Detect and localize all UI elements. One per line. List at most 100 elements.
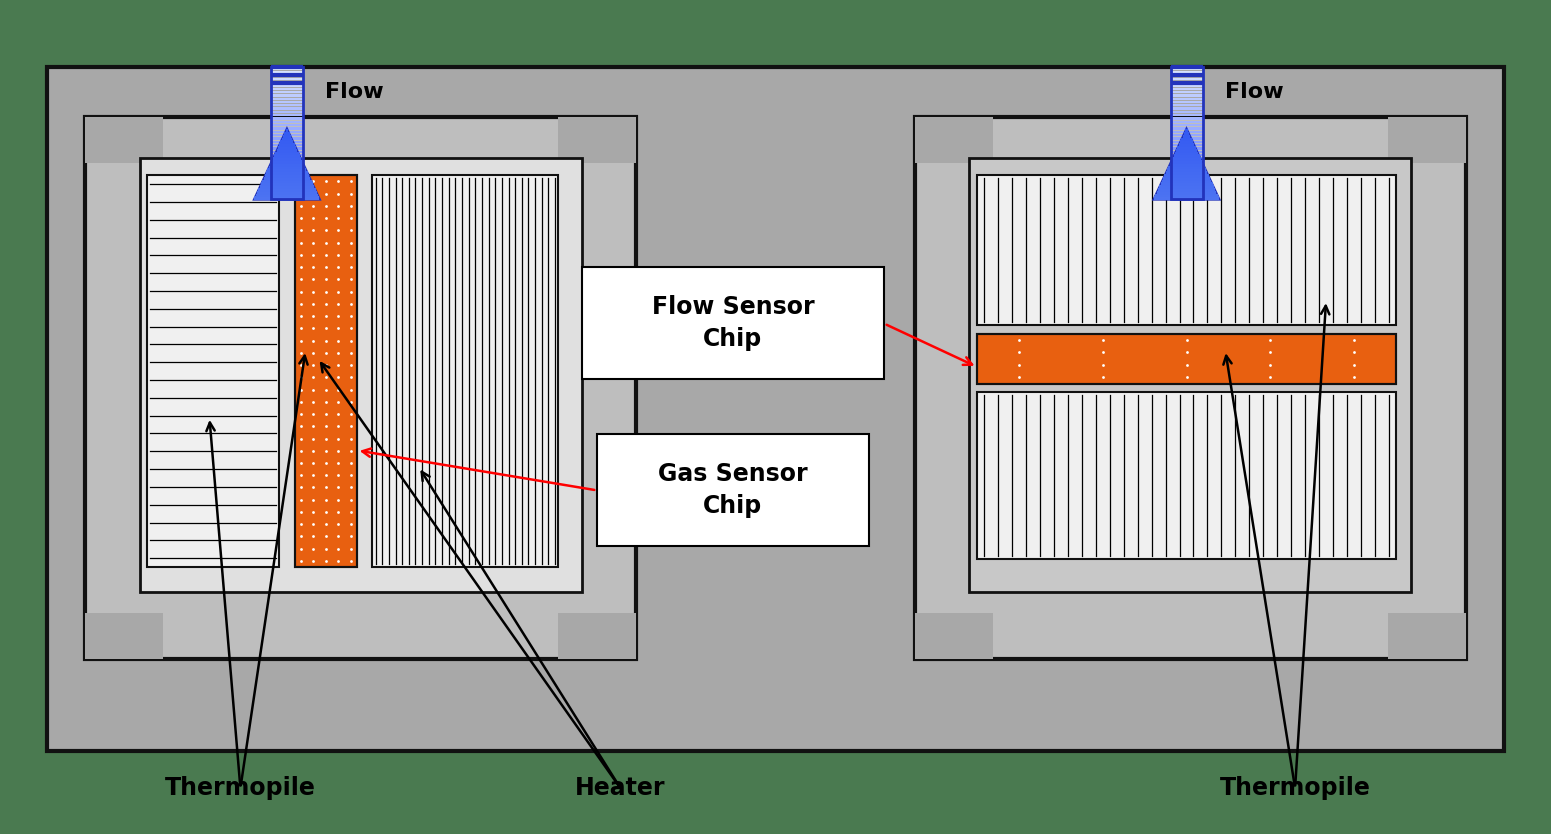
Bar bbox=[1159, 185, 1214, 189]
Bar bbox=[271, 154, 302, 156]
Bar bbox=[276, 149, 298, 153]
Bar bbox=[1162, 179, 1211, 183]
Bar bbox=[1169, 163, 1204, 167]
Bar bbox=[279, 143, 295, 147]
Text: Thermopile: Thermopile bbox=[1219, 776, 1371, 800]
Bar bbox=[1171, 138, 1202, 139]
Bar bbox=[1171, 84, 1202, 87]
Bar bbox=[271, 114, 302, 117]
Bar bbox=[282, 138, 292, 142]
Bar bbox=[1179, 143, 1194, 147]
Bar bbox=[271, 94, 302, 97]
Bar bbox=[265, 174, 309, 178]
Text: Thermopile: Thermopile bbox=[164, 776, 316, 800]
Bar bbox=[1155, 193, 1218, 198]
Bar bbox=[1182, 138, 1191, 142]
Bar bbox=[271, 180, 302, 183]
Bar bbox=[1171, 167, 1202, 169]
Bar bbox=[1171, 128, 1202, 129]
Bar bbox=[271, 121, 302, 123]
Bar bbox=[582, 267, 884, 379]
Bar bbox=[271, 141, 302, 143]
Bar bbox=[1171, 134, 1202, 136]
Bar bbox=[1163, 177, 1210, 181]
Bar bbox=[1182, 135, 1191, 138]
Bar bbox=[259, 188, 315, 192]
Bar bbox=[1166, 168, 1207, 173]
Bar bbox=[295, 175, 357, 567]
Bar bbox=[271, 74, 302, 77]
Bar bbox=[257, 191, 316, 194]
Bar bbox=[1177, 146, 1196, 150]
Bar bbox=[915, 117, 993, 163]
Bar bbox=[1171, 187, 1202, 189]
Bar bbox=[271, 138, 302, 139]
Bar bbox=[271, 170, 302, 173]
Bar bbox=[1171, 190, 1202, 193]
Bar bbox=[285, 129, 288, 133]
Bar bbox=[1171, 104, 1202, 107]
Bar bbox=[85, 117, 636, 659]
Bar bbox=[1180, 140, 1193, 144]
Bar bbox=[271, 197, 302, 199]
Bar bbox=[271, 163, 302, 166]
Bar bbox=[268, 166, 306, 169]
Bar bbox=[256, 193, 318, 198]
Text: Gas Sensor
Chip: Gas Sensor Chip bbox=[658, 462, 808, 518]
Bar bbox=[1171, 91, 1202, 93]
Bar bbox=[1171, 101, 1202, 103]
Bar bbox=[275, 154, 299, 158]
Bar bbox=[1171, 141, 1202, 143]
Bar bbox=[1160, 183, 1213, 186]
Bar bbox=[271, 68, 302, 70]
Bar bbox=[977, 392, 1396, 559]
Bar bbox=[262, 179, 312, 183]
Bar bbox=[140, 158, 582, 592]
Bar bbox=[558, 117, 636, 163]
Bar bbox=[977, 175, 1396, 325]
Bar bbox=[271, 67, 302, 199]
Bar bbox=[1388, 117, 1466, 163]
Bar bbox=[1171, 88, 1202, 90]
Bar bbox=[271, 104, 302, 107]
Bar bbox=[1171, 98, 1202, 100]
Bar bbox=[1171, 94, 1202, 97]
Bar bbox=[1168, 166, 1205, 169]
Bar bbox=[271, 193, 302, 196]
Bar bbox=[1171, 118, 1202, 120]
Bar bbox=[259, 185, 315, 189]
Bar bbox=[1173, 158, 1200, 161]
Bar bbox=[147, 175, 279, 567]
Text: Heater: Heater bbox=[575, 776, 665, 800]
Bar bbox=[1183, 132, 1190, 136]
Bar bbox=[271, 124, 302, 127]
Bar bbox=[1171, 71, 1202, 73]
Bar bbox=[1171, 131, 1202, 133]
Bar bbox=[1171, 114, 1202, 117]
Bar bbox=[1174, 152, 1199, 155]
Bar bbox=[271, 173, 302, 176]
Bar bbox=[1171, 170, 1202, 173]
Bar bbox=[1171, 160, 1202, 163]
Bar bbox=[271, 91, 302, 93]
Bar bbox=[1388, 613, 1466, 659]
Bar bbox=[295, 175, 357, 567]
Bar bbox=[47, 67, 1504, 751]
Bar bbox=[915, 613, 993, 659]
Bar bbox=[1171, 157, 1202, 159]
Bar bbox=[597, 434, 869, 546]
Bar bbox=[271, 177, 302, 179]
Bar bbox=[271, 167, 302, 169]
Bar bbox=[271, 144, 302, 146]
Bar bbox=[969, 158, 1411, 592]
Bar bbox=[1171, 74, 1202, 77]
Bar bbox=[271, 160, 302, 163]
Bar bbox=[915, 117, 1466, 659]
Bar bbox=[1171, 148, 1202, 149]
Bar bbox=[271, 118, 302, 120]
Bar bbox=[1176, 149, 1197, 153]
Polygon shape bbox=[254, 129, 320, 199]
Bar bbox=[271, 71, 302, 73]
Bar bbox=[271, 81, 302, 83]
Bar bbox=[271, 108, 302, 110]
